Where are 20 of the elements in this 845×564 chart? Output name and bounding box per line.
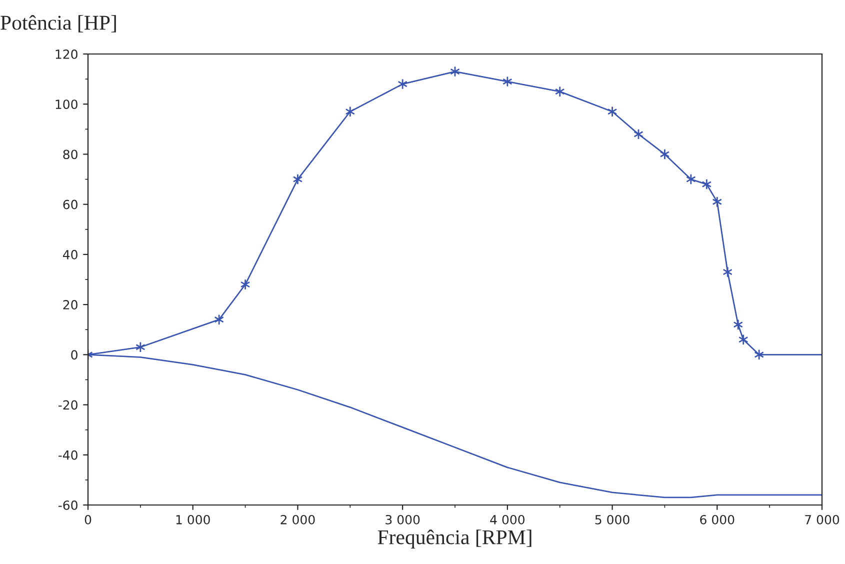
y-tick-label: 20	[63, 300, 78, 310]
y-tick-label: 40	[62, 250, 78, 260]
y-tick-label: -20	[58, 400, 78, 410]
y-tick-label: -60	[58, 500, 78, 510]
x-tick-label: 0	[84, 514, 92, 524]
x-tick-label: 5 000	[595, 514, 630, 524]
y-tick-label: 0	[71, 350, 78, 360]
x-tick-label: 3 000	[386, 514, 420, 524]
y-axis-title: Potência [HP]	[0, 15, 116, 32]
y-tick-label: 120	[56, 49, 78, 59]
x-tick-label: 7 000	[805, 514, 840, 524]
x-tick-label: 1 000	[176, 514, 210, 524]
x-tick-label: 4 000	[490, 514, 524, 524]
y-tick-label: -40	[58, 450, 78, 460]
y-tick-label: 80	[63, 150, 78, 160]
x-tick-label: 6 000	[700, 514, 734, 524]
y-tick-label: 60	[63, 200, 78, 210]
x-axis-title: Frequência [RPM]	[378, 530, 532, 549]
y-tick-label: 100	[56, 100, 78, 110]
x-tick-label: 2 000	[280, 514, 315, 524]
